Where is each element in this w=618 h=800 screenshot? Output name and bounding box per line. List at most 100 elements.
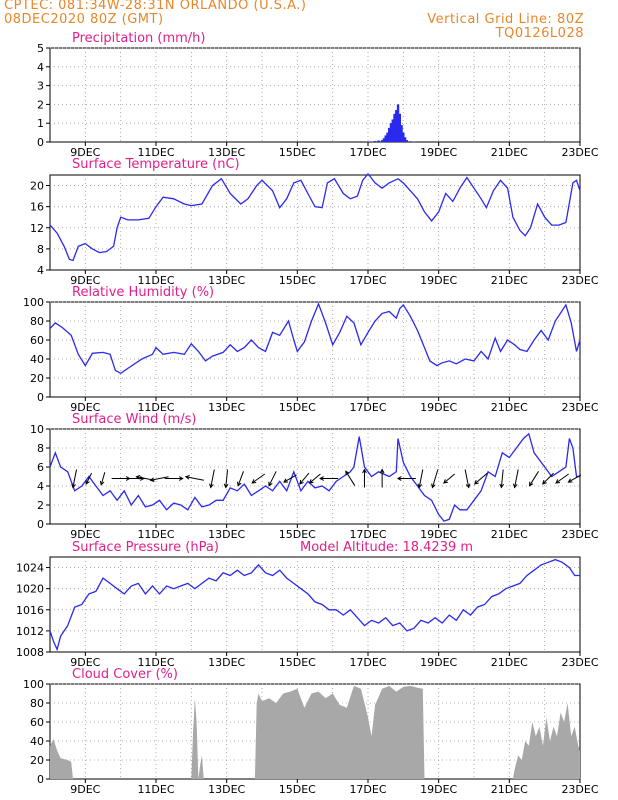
- precip-bar: [377, 140, 380, 142]
- cloud-xtick-label: 15DEC: [279, 783, 316, 796]
- precip-ytick-label: 0: [37, 136, 44, 149]
- temp-frame: [49, 174, 581, 271]
- wind-arrow-head: [251, 479, 257, 484]
- cloud-xtick-label: 23DEC: [561, 783, 598, 796]
- wind-arrow-head: [209, 483, 214, 489]
- wind-arrow-shaft: [185, 476, 204, 481]
- wind-arrow-shaft: [237, 471, 244, 486]
- rh-xtick-label: 19DEC: [420, 401, 457, 414]
- precip-bar: [395, 110, 398, 142]
- wind-arrow-head: [443, 479, 448, 484]
- cloud-panel: 0 20 40 60 80 100 9DEC 11DEC 13DEC 15DEC 17DEC 19DE…: [23, 667, 599, 796]
- cloud-xtick-label: 21DEC: [491, 783, 528, 796]
- wind-arrow-shaft: [500, 469, 504, 488]
- cloud-ytick-label: 20: [30, 754, 44, 767]
- wind-arrow-head: [178, 476, 184, 481]
- pressure-xtick-label: 17DEC: [349, 656, 386, 669]
- cloud-ytick-label: 100: [23, 678, 44, 691]
- wind-ytick-label: 8: [37, 442, 44, 455]
- wind-arrow-shaft: [418, 469, 424, 488]
- wind-xtick-label: 19DEC: [420, 528, 457, 541]
- wind-arrow-shaft: [72, 469, 78, 488]
- pressure-ytick-label: 1020: [16, 583, 44, 596]
- rh-ytick-label: 60: [30, 334, 44, 347]
- temp-xtick-label: 21DEC: [491, 274, 528, 287]
- precip-xtick-label: 21DEC: [491, 146, 528, 159]
- wind-arrow-shaft: [555, 473, 569, 484]
- wind-arrow-shaft: [268, 471, 277, 486]
- precip-bar: [386, 132, 389, 142]
- cloud-area: [50, 685, 580, 779]
- wind-arrow-shaft: [150, 476, 169, 481]
- wind-arrow-shaft: [309, 473, 321, 484]
- rh-ytick-label: 80: [30, 315, 44, 328]
- pressure-title: Surface Pressure (hPa): [72, 540, 219, 555]
- rh-xtick-label: 13DEC: [208, 401, 245, 414]
- wind-arrow-head: [299, 479, 304, 485]
- precip-bar: [393, 113, 396, 142]
- wind-arrow-head: [379, 468, 385, 474]
- rh-panel: 0 20 40 60 80 100 9DEC 11DEC 13DEC 15DEC 17DEC 19DE…: [23, 285, 599, 414]
- cloud-xtick-label: 11DEC: [137, 783, 174, 796]
- temp-xtick-label: 11DEC: [137, 274, 174, 287]
- wind-arrow-head: [512, 483, 518, 489]
- temp-xtick-label: 9DEC: [70, 274, 100, 287]
- cloud-xtick-label: 17DEC: [349, 783, 386, 796]
- wind-arrow-head: [362, 468, 367, 474]
- wind-arrow-head: [71, 483, 76, 489]
- rh-xtick-label: 15DEC: [279, 401, 316, 414]
- cloud-ytick-label: 80: [30, 697, 44, 710]
- pressure-ytick-label: 1024: [16, 562, 44, 575]
- wind-xtick-label: 13DEC: [208, 528, 245, 541]
- wind-arrow-head: [473, 479, 479, 485]
- wind-arrow-shaft: [431, 469, 439, 488]
- wind-frame: [49, 428, 581, 525]
- wind-arrow-shaft: [568, 474, 582, 483]
- precip-bar: [389, 123, 393, 142]
- precip-ytick-label: 3: [37, 80, 44, 93]
- rh-xtick-label: 21DEC: [491, 401, 528, 414]
- temp-xtick-label: 15DEC: [279, 274, 316, 287]
- header-grid-note: Vertical Grid Line: 80Z: [427, 12, 584, 27]
- precip-bar: [398, 113, 401, 142]
- precip-bar: [403, 137, 407, 142]
- rh-xtick-label: 9DEC: [70, 401, 100, 414]
- precip-xtick-label: 17DEC: [349, 146, 386, 159]
- header-model-code: TQ0126L028: [495, 26, 584, 41]
- pressure-frame: [49, 556, 581, 653]
- wind-arrow-shaft: [345, 471, 356, 486]
- wind-arrow-shaft: [443, 473, 455, 484]
- precip-bar: [400, 125, 403, 142]
- wind-arrow-shaft: [283, 474, 297, 483]
- pressure-ytick-label: 1016: [16, 604, 44, 617]
- wind-arrow-head: [149, 477, 155, 482]
- temp-panel: 4 8 12 16 20 9DEC 11DEC 13DEC 15DEC 17DEC 19DEC 21D…: [30, 157, 599, 287]
- wind-arrow-head: [237, 481, 242, 487]
- precip-xtick-label: 13DEC: [208, 146, 245, 159]
- wind-arrow-shaft: [100, 472, 106, 485]
- wind-arrow-head: [99, 480, 105, 486]
- precip-panel: 0 1 2 3 4 5 9DEC 11DEC 13DEC 15DEC 17DEC 19DEC 21DEC…: [37, 31, 599, 159]
- pressure-panel: 1008 1012 1016 1020 1024 9DEC 11DEC 13DEC 15DEC 1…: [16, 540, 599, 669]
- wind-arrow-shaft: [464, 469, 470, 488]
- precip-bar: [396, 104, 400, 142]
- wind-ytick-label: 6: [37, 461, 44, 474]
- temp-xtick-label: 23DEC: [561, 274, 598, 287]
- temp-series-line: [49, 172, 581, 262]
- wind-arrow-shaft: [299, 472, 310, 485]
- wind-arrow-head: [555, 479, 561, 484]
- precip-xtick-label: 9DEC: [70, 146, 100, 159]
- wind-arrow-head: [283, 478, 288, 483]
- temp-ytick-label: 4: [37, 264, 44, 277]
- wind-arrow-shaft: [251, 473, 266, 484]
- precip-ytick-label: 4: [37, 61, 44, 74]
- cloud-ytick-label: 0: [37, 773, 44, 786]
- wind-arrow-shaft: [529, 471, 539, 486]
- rh-title: Relative Humidity (%): [72, 285, 214, 300]
- precip-ytick-label: 1: [37, 117, 44, 130]
- rh-xtick-label: 23DEC: [561, 401, 598, 414]
- cloud-title: Cloud Cover (%): [72, 667, 178, 682]
- wind-arrow-shaft: [85, 472, 93, 485]
- wind-xtick-label: 21DEC: [491, 528, 528, 541]
- wind-arrow-head: [268, 481, 273, 487]
